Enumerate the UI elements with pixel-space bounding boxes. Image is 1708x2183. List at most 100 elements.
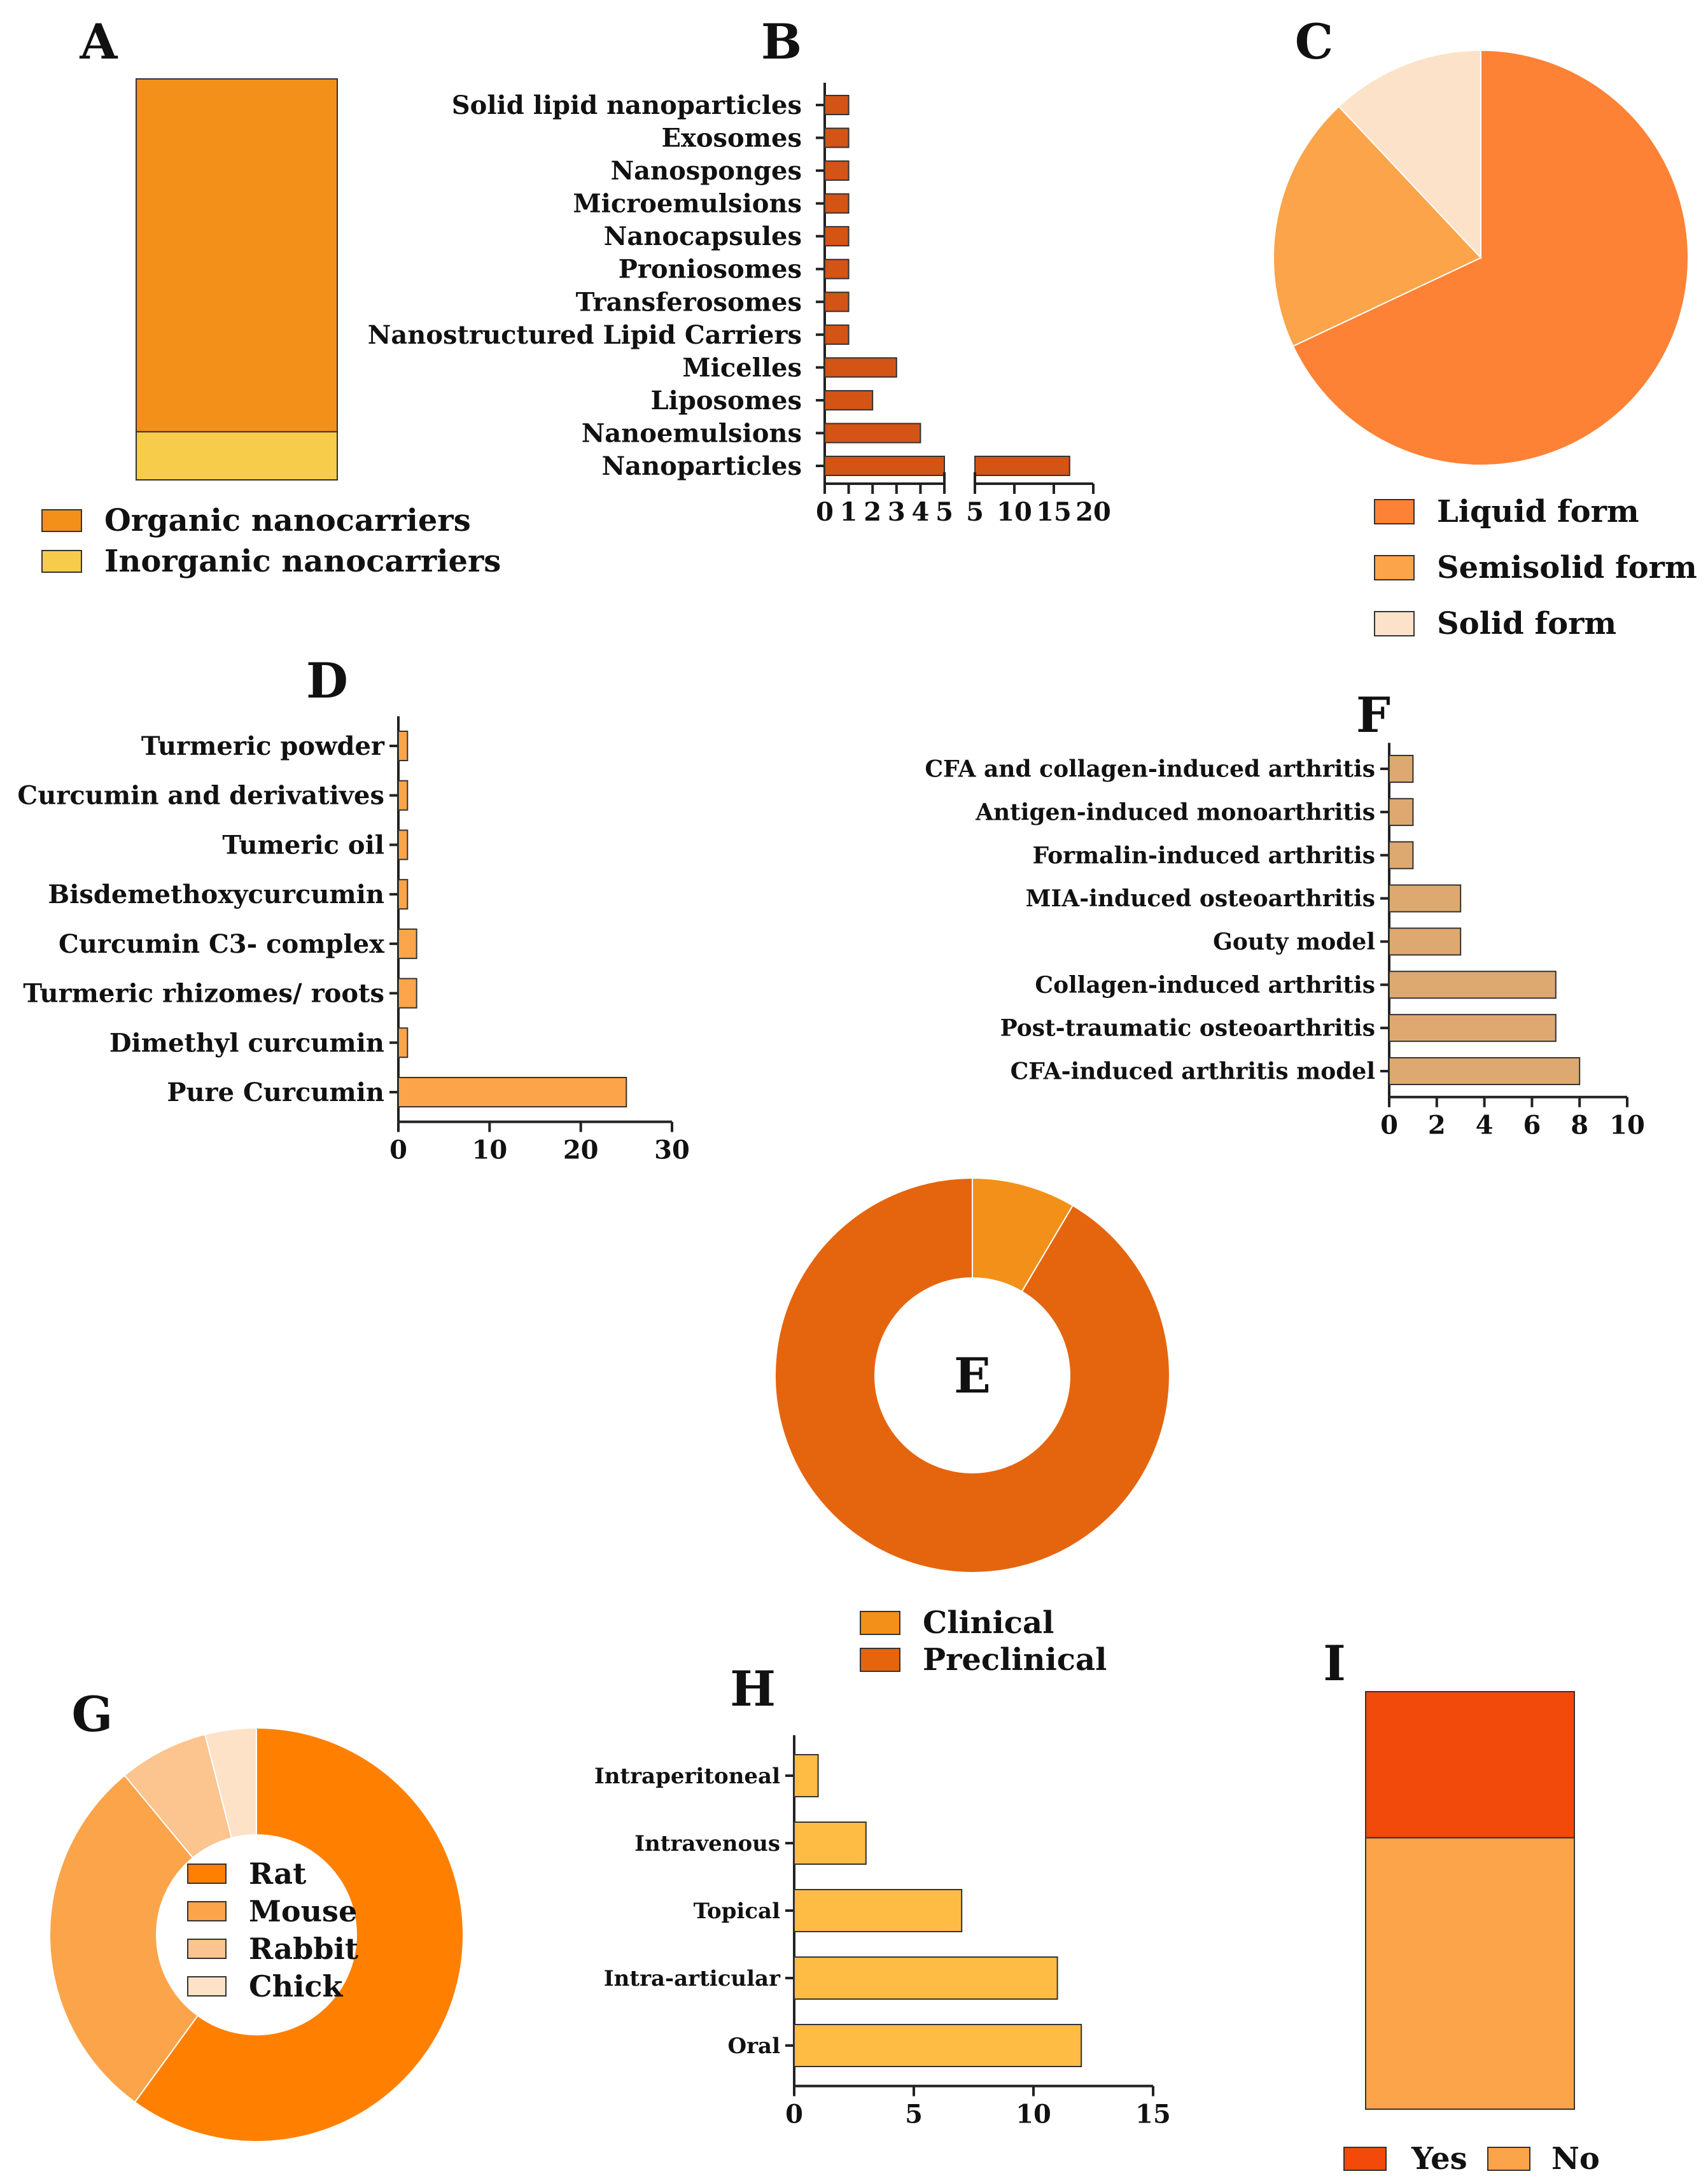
bar-microemulsions <box>824 193 850 214</box>
x-tick-label: 30 <box>654 1135 690 1165</box>
x-tick-label: 5 <box>966 497 984 527</box>
category-label-nanocapsules: Nanocapsules <box>604 221 802 251</box>
legend-swatch-solid-form <box>1374 611 1415 636</box>
legend-swatch-clinical <box>860 1611 900 1635</box>
category-label-microemulsions: Microemulsions <box>573 189 802 219</box>
bar-topical <box>794 1889 963 1932</box>
slice-solid-form <box>1338 49 1481 260</box>
legend-label-mouse: Mouse <box>249 1894 357 1928</box>
stack-segment-organic-nanocarriers <box>136 78 338 433</box>
legend-label-rabbit: Rabbit <box>249 1932 359 1966</box>
category-label-topical: Topical <box>694 1899 780 1924</box>
legend-swatch-liquid-form <box>1374 499 1415 524</box>
panel-f-chart: CFA and collagen-induced arthritis Antige… <box>925 743 1645 1141</box>
category-label-intraperitoneal: Intraperitoneal <box>594 1764 780 1789</box>
bar-nanostructured-lipid-carriers <box>824 324 850 345</box>
legend-swatch-preclinical <box>860 1648 900 1672</box>
category-label-curcumin-c3-complex: Curcumin C3- complex <box>59 929 385 959</box>
category-label-cfa-and-collagen-induced-arthritis: CFA and collagen-induced arthritis <box>925 756 1375 783</box>
x-tick-label: 20 <box>1075 497 1111 527</box>
category-label-antigen-induced-monoarthritis: Antigen-induced monoarthritis <box>975 799 1375 825</box>
bar-transferosomes <box>824 291 850 312</box>
legend-swatch-organic-nanocarriers <box>41 509 82 532</box>
category-label-intra-articular: Intra-articular <box>604 1966 781 1991</box>
legend-label-no: No <box>1551 2141 1600 2177</box>
category-label-exosomes: Exosomes <box>661 123 802 153</box>
slice-semisolid-form <box>1273 105 1482 347</box>
category-label-mia-induced-osteoarthritis: MIA-induced osteoarthritis <box>1026 885 1375 912</box>
x-tick-label: 15 <box>1036 497 1072 527</box>
category-label-solid-lipid-nanoparticles: Solid lipid nanoparticles <box>452 90 802 120</box>
category-label-cfa-induced-arthritis-model: CFA-induced arthritis model <box>1011 1058 1375 1085</box>
bar-intra-articular <box>794 1956 1058 2000</box>
panel-label-i: I <box>1323 1635 1346 1692</box>
bar-solid-lipid-nanoparticles <box>824 95 850 115</box>
x-tick-label: 20 <box>563 1135 599 1165</box>
legend-swatch-chick <box>187 1976 227 1997</box>
legend-label-chick: Chick <box>249 1969 344 2004</box>
category-label-nanoparticles: Nanoparticles <box>602 451 802 481</box>
category-label-liposomes: Liposomes <box>651 386 802 416</box>
legend-swatch-rat <box>187 1864 227 1884</box>
bar-turmeric-rhizomes-roots <box>398 978 417 1009</box>
category-label-proniosomes: Proniosomes <box>619 255 802 284</box>
bar-nanoparticles-part1 <box>824 456 945 476</box>
bar-tumeric-oil <box>398 829 409 860</box>
x-tick-label: 10 <box>1016 2100 1051 2130</box>
panel-label-g: G <box>72 1686 113 1743</box>
category-label-transferosomes: Transferosomes <box>576 287 802 317</box>
category-label-dimethyl-curcumin: Dimethyl curcumin <box>109 1028 384 1058</box>
category-label-tumeric-oil: Tumeric oil <box>222 830 384 860</box>
legend-label-liquid-form: Liquid form <box>1437 494 1639 530</box>
panel-label-d: D <box>306 652 348 709</box>
x-tick-label: 2 <box>864 497 881 527</box>
panel-a-chart: Organic nanocarriers Inorganic nanocarrie… <box>41 78 501 579</box>
legend-swatch-rabbit <box>187 1939 227 1959</box>
x-tick-label: 1 <box>840 497 858 527</box>
category-label-micelles: Micelles <box>682 353 802 383</box>
category-label-turmeric-rhizomes-roots: Turmeric rhizomes/ roots <box>23 979 384 1009</box>
panel-b-chart: Solid lipid nanoparticlesExosomesNanospo… <box>368 83 1111 527</box>
category-label-collagen-induced-arthritis: Collagen-induced arthritis <box>1035 972 1375 999</box>
bar-antigen-induced-monoarthritis <box>1389 797 1414 826</box>
panel-label-a: A <box>80 13 118 70</box>
panel-label-f: F <box>1356 687 1390 743</box>
panel-label-h: H <box>730 1660 776 1717</box>
category-label-nanosponges: Nanosponges <box>611 156 802 186</box>
bar-curcumin-and-derivatives <box>398 780 409 811</box>
bar-turmeric-powder <box>398 731 409 761</box>
x-tick-label: 0 <box>389 1135 407 1165</box>
bar-nanoparticles-part2 <box>974 456 1070 476</box>
legend-swatch-mouse <box>187 1901 227 1921</box>
bar-proniosomes <box>824 258 850 279</box>
x-tick-label: 10 <box>1609 1111 1645 1141</box>
slice-liquid-form <box>1292 49 1689 466</box>
category-label-nanostructured-lipid-carriers: Nanostructured Lipid Carriers <box>368 320 802 350</box>
panel-d-chart: Turmeric powder Curcumin and derivatives T… <box>17 716 690 1165</box>
legend-swatch-yes <box>1343 2147 1387 2171</box>
panel-label-c: C <box>1295 13 1334 70</box>
bar-pure-curcumin <box>398 1077 627 1107</box>
x-tick-label: 4 <box>911 497 929 527</box>
category-label-intravenous: Intravenous <box>634 1831 780 1857</box>
x-tick-label: 5 <box>905 2100 923 2130</box>
bar-cfa-induced-arthritis-model <box>1389 1057 1581 1085</box>
category-label-oral: Oral <box>728 2033 781 2059</box>
legend-label-rat: Rat <box>249 1857 307 1891</box>
category-label-gouty-model: Gouty model <box>1213 929 1375 955</box>
x-tick-label: 10 <box>472 1135 507 1165</box>
legend-swatch-inorganic-nanocarriers <box>41 550 82 573</box>
bar-nanocapsules <box>824 226 850 247</box>
x-tick-label: 5 <box>935 497 953 527</box>
bar-gouty-model <box>1389 927 1462 956</box>
bar-intraperitoneal <box>794 1754 819 1797</box>
legend-label-solid-form: Solid form <box>1437 606 1616 642</box>
category-label-bisdemethoxycurcumin: Bisdemethoxycurcumin <box>48 880 384 909</box>
x-tick-label: 8 <box>1571 1111 1588 1141</box>
category-label-curcumin-and-derivatives: Curcumin and derivatives <box>17 781 384 811</box>
slice-chick <box>204 1727 257 1839</box>
bar-exosomes <box>824 127 850 148</box>
category-label-post-traumatic-osteoarthritis: Post-traumatic osteoarthritis <box>1000 1015 1375 1042</box>
